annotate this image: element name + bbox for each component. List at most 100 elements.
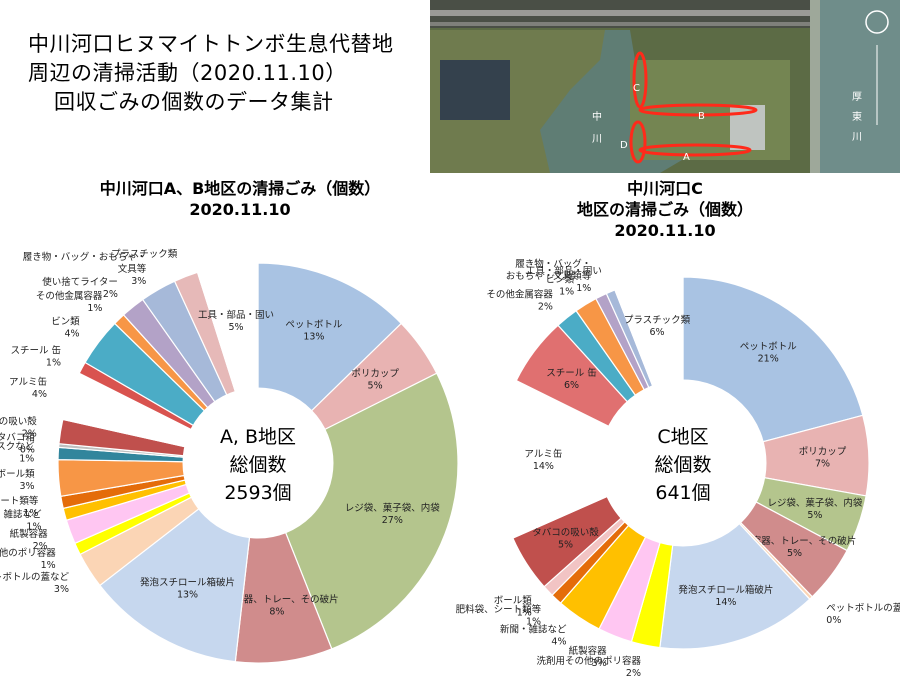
chart-c-slice-11-label-0: タバコの吸い殻 bbox=[532, 527, 599, 539]
map-label-atsu-1: 厚 bbox=[852, 91, 862, 103]
chart-ab-slice-0-label-1: 13% bbox=[303, 332, 324, 343]
chart-c-slice-14-label-1: 2% bbox=[538, 301, 553, 312]
chart-ab-center-text-0: A, B地区 bbox=[220, 426, 296, 448]
chart-c-slice-15-label-0: ビン類 bbox=[546, 274, 575, 285]
chart-c-slice-4-label-1: 0% bbox=[826, 615, 841, 626]
chart-c-slice-8-label-1: 4% bbox=[551, 637, 566, 648]
chart-c-slice-3-label-1: 5% bbox=[787, 548, 802, 559]
chart-c-slice-17-label-0: 工具・部品・固い bbox=[526, 265, 602, 277]
chart-c-slice-7-label-0: 紙製容器 bbox=[569, 645, 608, 657]
chart-c-title-line-3: 2020.11.10 bbox=[614, 221, 716, 240]
chart-c-slice-6-label-1: 2% bbox=[626, 668, 641, 677]
chart-ab-slice-18-label-1: 2% bbox=[103, 289, 118, 300]
chart-ab-slice-2-label-1: 27% bbox=[382, 515, 403, 526]
chart-ab-slice-19-label-2: 3% bbox=[131, 276, 146, 287]
chart-ab-slice-12-label-0: タバコ箱 bbox=[0, 431, 35, 443]
chart-ab-slice-18-label-0: 使い捨てライター bbox=[42, 276, 118, 288]
chart-ab-slice-0-label-0: ペットボトル bbox=[285, 320, 343, 331]
chart-ab-center-text-2: 2593個 bbox=[224, 482, 291, 504]
chart-ab-slice-10-label-1: 3% bbox=[20, 481, 35, 492]
chart-ab-slice-10-label-0: ボール類 bbox=[0, 469, 35, 480]
chart-ab-hole bbox=[182, 387, 334, 539]
chart-ab-slice-19-label-1: 文具等 bbox=[118, 263, 147, 275]
chart-ab-slice-9-label-0: 肥料袋、シート類等 bbox=[0, 495, 39, 507]
chart-ab-slice-13-label-0: タバコの吸い殻 bbox=[0, 416, 37, 428]
aerial-map: C B D A 中 川 厚 東 川 bbox=[430, 0, 900, 173]
chart-c-slice-16-label-0: 履き物・バッグ・ bbox=[515, 258, 591, 270]
chart-c-slice-3-label-0: 弁当容器、トレー、その破片 bbox=[733, 535, 856, 547]
chart-c-slice-18-label-1: 6% bbox=[649, 327, 664, 338]
chart-ab-slice-7-label-1: 2% bbox=[33, 541, 48, 552]
title-line-1: 中川河口ヒヌマイトトンボ生息代替地 bbox=[28, 32, 394, 56]
chart-ab-slice-6-label-1: 1% bbox=[41, 560, 56, 571]
chart-c-slice-13-label-0: スチール 缶 bbox=[546, 367, 597, 379]
chart-ab-slice-17-label-1: 1% bbox=[87, 303, 102, 314]
chart-ab-slice-16-label-1: 4% bbox=[65, 329, 80, 340]
title-line-2: 周辺の清掃活動（2020.11.10） bbox=[28, 61, 347, 85]
chart-ab-slice-1-label-0: ポリカップ bbox=[351, 369, 399, 380]
chart-c-slice-13-label-1: 6% bbox=[564, 380, 579, 391]
chart-ab-slice-14-label-1: 4% bbox=[32, 389, 47, 400]
chart-c-slice-5-label-1: 14% bbox=[715, 597, 736, 608]
chart-ab-slice-11-label-1: 1% bbox=[19, 453, 34, 464]
chart-c-slice-1-label-1: 7% bbox=[815, 458, 830, 469]
map-label-a: A bbox=[683, 152, 690, 163]
chart-ab-slice-3-label-1: 8% bbox=[269, 607, 284, 618]
chart-c-slice-10-label-1: 1% bbox=[517, 607, 532, 618]
chart-c-slice-0-label-0: ペットボトル bbox=[740, 341, 798, 352]
chart-ab-slice-1-label-1: 5% bbox=[368, 381, 383, 392]
chart-c-center-text-0: C地区 bbox=[657, 426, 708, 448]
chart-c-slice-6-label-0: 洗剤用その他のポリ容器 bbox=[536, 655, 641, 667]
chart-c-slice-9-label-0: 肥料袋、シート類等 bbox=[456, 604, 542, 616]
map-label-naka-1: 中 bbox=[592, 110, 602, 123]
chart-ab-slice-7-label-0: 紙製容器 bbox=[10, 528, 49, 540]
chart-c-center-text-1: 総個数 bbox=[654, 454, 711, 476]
chart-ab-slice-8-label-0: 新聞・雑誌など bbox=[0, 509, 42, 521]
chart-ab-slice-19-label-0: 履き物・バッグ・おもちゃ・ bbox=[23, 251, 147, 263]
chart-c-slice-11-label-1: 5% bbox=[558, 540, 573, 551]
chart-c-slice-2-label-1: 5% bbox=[807, 510, 822, 521]
chart-c-slice-9-label-1: 1% bbox=[526, 617, 541, 628]
chart-c-title-line-2: 地区の清掃ごみ（個数） bbox=[576, 200, 753, 219]
chart-ab-slice-15-label-0: スチール 缶 bbox=[10, 344, 61, 356]
chart-c-slice-5-label-0: 発泡スチロール箱破片 bbox=[678, 584, 773, 596]
chart-ab-slice-20-label-0: プラスチック類 bbox=[111, 249, 178, 260]
chart-ab-slice-9-label-1: 1% bbox=[23, 508, 38, 519]
map-label-naka-2: 川 bbox=[592, 134, 602, 145]
chart-ab-title-line-1: 中川河口A、B地区の清掃ごみ（個数） bbox=[99, 179, 381, 198]
map-label-atsu-2: 東 bbox=[852, 110, 862, 123]
title-line-3: 回収ごみの個数のデータ集計 bbox=[54, 90, 334, 114]
map-label-atsu-3: 川 bbox=[852, 132, 862, 143]
chart-ab-slice-21-label-1: 5% bbox=[228, 322, 243, 333]
chart-ab-slice-2-label-0: レジ袋、菓子袋、内袋 bbox=[345, 502, 441, 514]
chart-c-slice-18-label-0: プラスチック類 bbox=[624, 315, 691, 326]
chart-c-slice-16-label-2: 1% bbox=[576, 283, 591, 294]
chart-ab-slice-13-label-1: 2% bbox=[22, 429, 37, 440]
chart-c-slice-2-label-0: レジ袋、菓子袋、内袋 bbox=[767, 497, 863, 509]
chart-ab-title-line-2: 2020.11.10 bbox=[189, 200, 291, 219]
page-title: 中川河口ヒヌマイトトンボ生息代替地 周辺の清掃活動（2020.11.10） 回収… bbox=[28, 30, 394, 117]
chart-c-slice-0-label-1: 21% bbox=[758, 353, 779, 364]
chart-ab-slice-14-label-0: アルミ缶 bbox=[9, 376, 47, 388]
chart-c-slice-12-label-1: 14% bbox=[533, 461, 554, 472]
chart-ab-slice-5-label-0: ペットボトルの蓋など bbox=[0, 571, 69, 583]
chart-c-slice-14-label-0: その他金属容器 bbox=[486, 288, 553, 300]
chart-ab-title: 中川河口A、B地区の清掃ごみ（個数） 2020.11.10 bbox=[60, 178, 420, 220]
chart-c-center-text-2: 641個 bbox=[655, 482, 710, 504]
chart-ab-slice-11-label-0: 衣服・帽子・マスクなど bbox=[0, 440, 35, 452]
chart-c-slice-8-label-0: 新聞・雑誌など bbox=[500, 624, 567, 636]
chart-ab-slice-15-label-1: 1% bbox=[46, 357, 61, 368]
chart-ab-slice-6-label-0: 洗剤用その他のポリ容器 bbox=[0, 547, 56, 559]
map-label-c: C bbox=[633, 83, 640, 94]
chart-c-slice-15-label-1: 1% bbox=[559, 286, 574, 297]
chart-ab-slice-16-label-0: ビン類 bbox=[51, 317, 80, 328]
chart-ab-slice-4-label-0: 発泡スチロール箱破片 bbox=[140, 576, 235, 588]
chart-ab-slice-17-label-0: その他金属容器 bbox=[36, 290, 103, 302]
chart-c-title: 中川河口C 地区の清掃ごみ（個数） 2020.11.10 bbox=[520, 178, 810, 241]
chart-c-slice-16-label-1: おもちゃ・文具類等 bbox=[506, 270, 592, 282]
chart-ab-slice-12-label-1: 0% bbox=[20, 444, 35, 455]
map-label-b: B bbox=[698, 111, 705, 122]
chart-ab-slice-8-label-1: 1% bbox=[26, 522, 41, 533]
chart-c-title-line-1: 中川河口C bbox=[627, 179, 703, 198]
